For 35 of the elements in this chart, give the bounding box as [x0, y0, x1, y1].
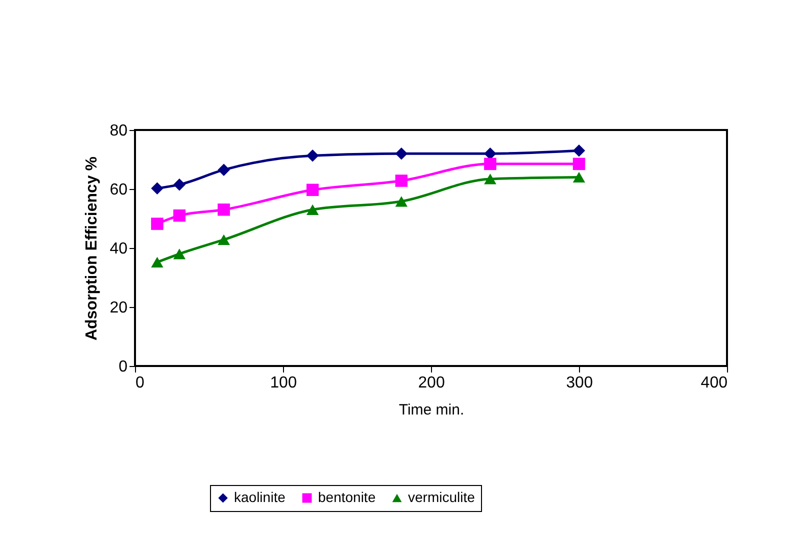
point [151, 182, 164, 195]
point [484, 174, 496, 184]
point [395, 147, 408, 160]
x-tick-label: 300 [566, 374, 593, 392]
y-tick-label: 40 [110, 240, 128, 258]
x-tick-label: 200 [418, 374, 445, 392]
y-tick-label: 0 [118, 358, 128, 376]
y-tick-label: 20 [110, 300, 128, 316]
legend-label: bentonite [318, 489, 376, 505]
point [173, 178, 186, 191]
point [306, 150, 319, 162]
point [218, 204, 230, 216]
y-tick-label: 60 [110, 182, 128, 198]
point [151, 218, 164, 230]
point [173, 209, 186, 222]
x-tick-label: 100 [270, 374, 297, 392]
x-axis-title: Time min. [398, 402, 464, 418]
point [218, 234, 230, 246]
point [572, 144, 586, 157]
legend-label: kaolinite [234, 489, 286, 505]
y-axis-title: Adsorption Efficiency % [84, 156, 101, 341]
point [395, 174, 408, 187]
point [572, 158, 586, 170]
point [484, 158, 496, 170]
point [173, 248, 186, 260]
legend-label: vermiculite [408, 489, 476, 505]
point [395, 196, 408, 207]
point [218, 164, 230, 176]
point [306, 184, 319, 196]
x-tick-label: 0 [136, 374, 144, 392]
x-tick-label: 400 [700, 374, 728, 392]
point [572, 172, 586, 183]
point [151, 256, 164, 268]
point [306, 204, 319, 215]
y-tick-label: 80 [110, 122, 128, 140]
